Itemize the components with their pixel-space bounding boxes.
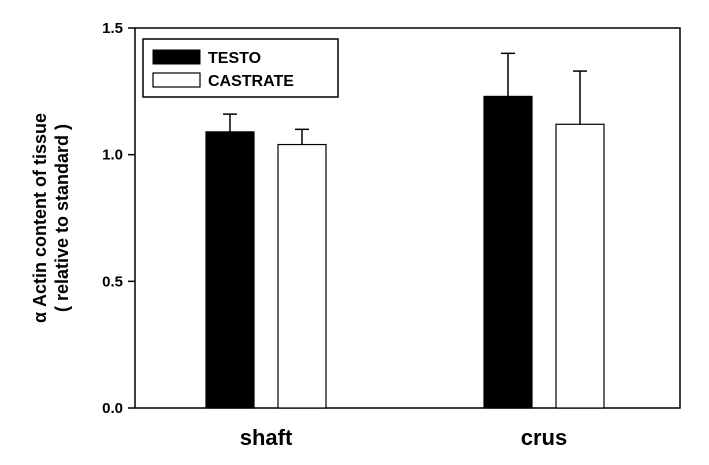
category-label-crus: crus bbox=[521, 425, 567, 450]
plot-area-frame bbox=[134, 27, 681, 409]
category-label-shaft: shaft bbox=[240, 425, 293, 450]
bar-testo-crus bbox=[483, 95, 533, 409]
legend-label-castrate: CASTRATE bbox=[208, 73, 294, 90]
y-axis-label-sub: ( relative to standard ) bbox=[52, 124, 72, 312]
legend: TESTO CASTRATE bbox=[142, 38, 339, 98]
legend-frame bbox=[142, 38, 339, 98]
legend-swatch-castrate bbox=[152, 72, 201, 88]
y-axis-ticks: 0.0 0.5 1.0 1.5 bbox=[102, 20, 135, 417]
bar-testo-shaft bbox=[205, 131, 255, 409]
bar-series-group bbox=[205, 52, 605, 409]
y-tick-label-1: 0.5 bbox=[102, 273, 123, 290]
legend-label-testo: TESTO bbox=[208, 50, 261, 67]
y-tick-label-3: 1.5 bbox=[102, 20, 123, 37]
bar-castrate-shaft bbox=[277, 143, 327, 409]
y-tick-label-2: 1.0 bbox=[102, 147, 123, 164]
legend-swatch-testo bbox=[152, 49, 201, 65]
y-tick-label-0: 0.0 bbox=[102, 400, 123, 417]
bar-castrate-crus bbox=[555, 123, 605, 409]
y-axis-label: α Actin content of tissue bbox=[30, 113, 50, 323]
